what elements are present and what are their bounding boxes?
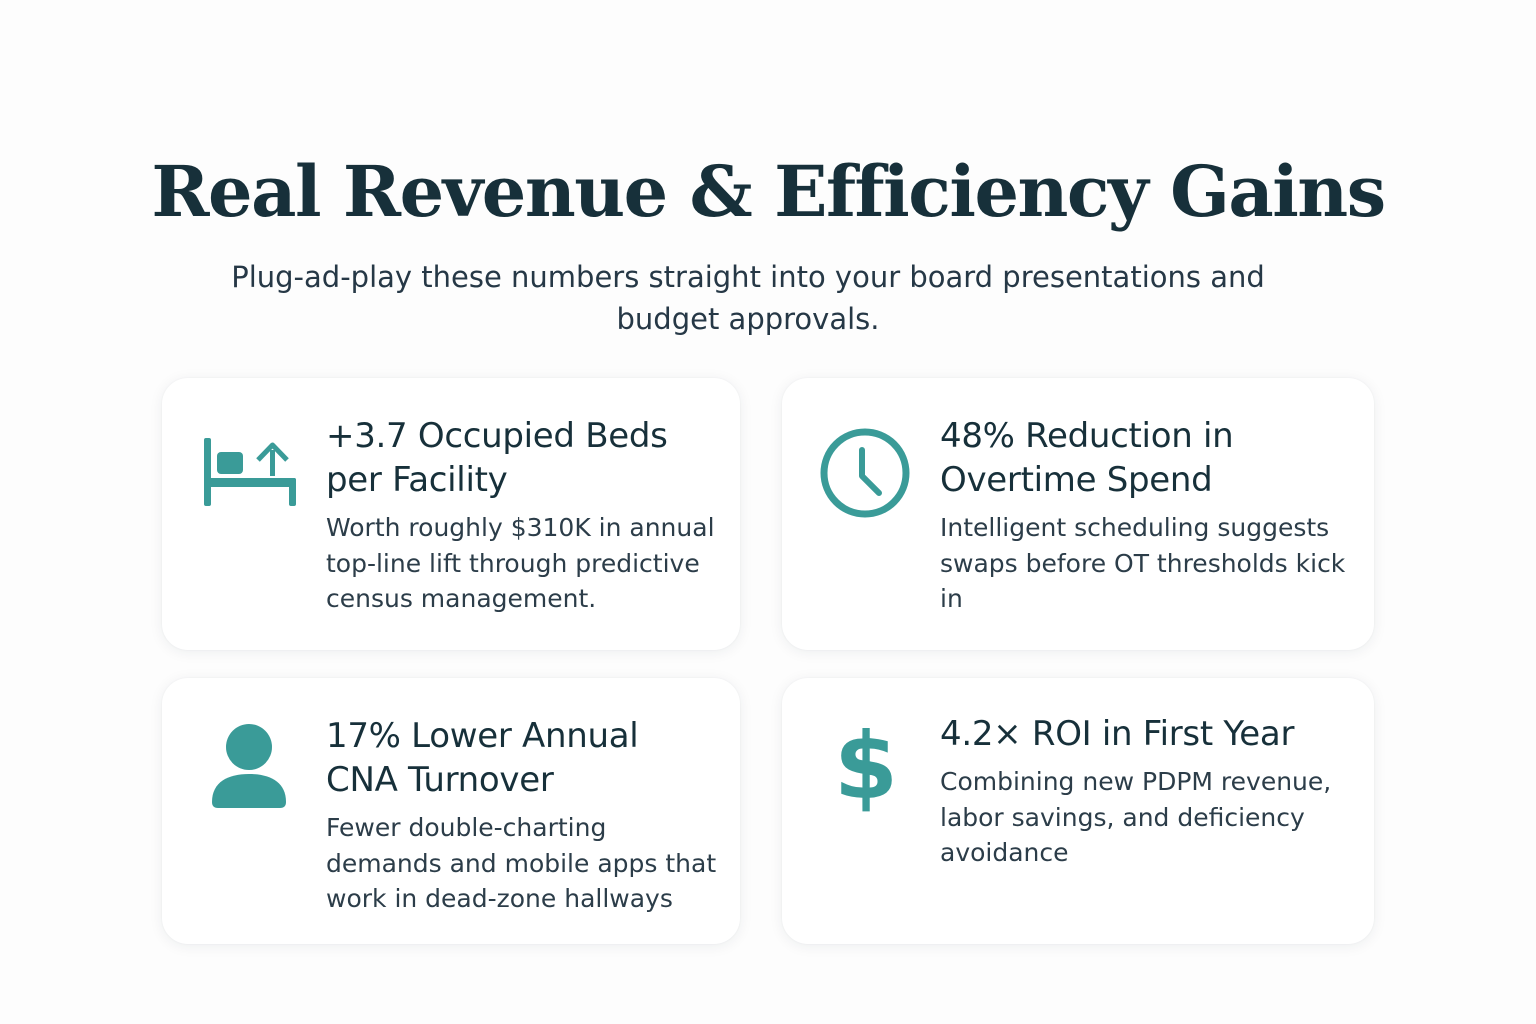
bed-arrow-up-icon — [200, 436, 300, 512]
card-heading: 48% Reduction in Overtime Spend — [940, 416, 1234, 500]
card-heading: +3.7 Occupied Beds per Facility — [326, 416, 668, 500]
person-icon — [210, 722, 288, 808]
stat-card-cna-turnover: 17% Lower Annual CNA Turnover Fewer doub… — [162, 678, 740, 944]
card-body: Intelligent scheduling suggests swaps be… — [940, 513, 1346, 613]
card-body: Fewer double-charting demands and mobile… — [326, 813, 717, 913]
stat-card-overtime: 48% Reduction in Overtime Spend Intellig… — [782, 378, 1374, 650]
stat-card-roi: $ 4.2× ROI in First Year Combining new P… — [782, 678, 1374, 944]
card-body: Worth roughly $310K in annual top-line l… — [326, 513, 715, 613]
card-body: Combining new PDPM revenue, labor saving… — [940, 767, 1332, 867]
stat-card-occupied-beds: +3.7 Occupied Beds per Facility Worth ro… — [162, 378, 740, 650]
dollar-sign-icon: $ — [833, 713, 898, 820]
clock-icon — [818, 426, 912, 520]
card-heading: 17% Lower Annual CNA Turnover — [326, 716, 639, 800]
card-heading: 4.2× ROI in First Year — [940, 714, 1295, 754]
page-subtitle: Plug-ad-play these numbers straight into… — [231, 260, 1265, 336]
page-title: Real Revenue & Efficiency Gains — [151, 150, 1386, 233]
